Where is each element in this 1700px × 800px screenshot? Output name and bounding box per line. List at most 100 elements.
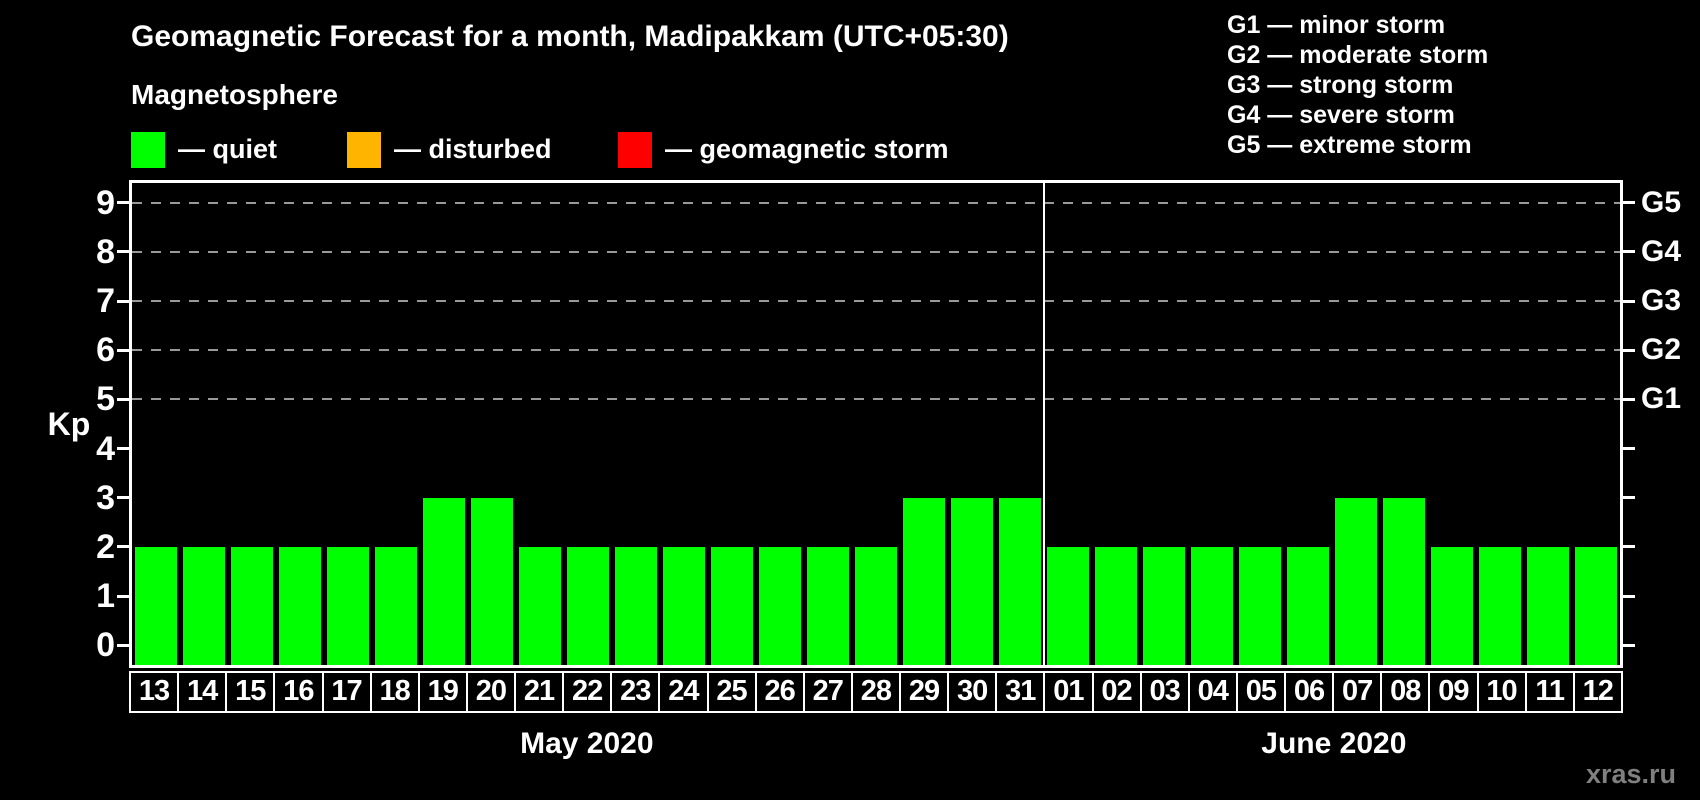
- y-axis-label-5: 5: [96, 380, 115, 419]
- g-axis-label-g4: G4: [1641, 234, 1682, 268]
- legend-label-quiet: — quiet: [178, 134, 277, 164]
- kp-bar-day-12: [1575, 546, 1617, 665]
- month-label-left: May 2020: [520, 727, 654, 760]
- kp-bar-day-19: [423, 497, 465, 665]
- right-tick-1: [1623, 594, 1635, 598]
- day-label-23: 23: [610, 671, 661, 713]
- day-label-10: 10: [1476, 671, 1527, 713]
- geomagnetic-storm-swatch-icon: [618, 132, 652, 168]
- left-tick-8: [117, 250, 129, 254]
- kp-bar-day-29: [903, 497, 945, 665]
- kp-bar-day-16: [279, 546, 321, 665]
- kp-bar-day-15: [231, 546, 273, 665]
- legend-label-geomagnetic-storm: — geomagnetic storm: [665, 134, 949, 164]
- day-label-16: 16: [273, 671, 324, 713]
- gridline-kp6: [132, 349, 1620, 352]
- storm-scale-line-g5: G5 — extreme storm: [1227, 131, 1472, 159]
- kp-bar-day-30: [951, 497, 993, 665]
- y-axis-label-2: 2: [96, 527, 115, 566]
- y-axis-label-4: 4: [96, 429, 115, 468]
- kp-bar-day-13: [135, 546, 177, 665]
- day-label-27: 27: [802, 671, 853, 713]
- month-separator: [1042, 183, 1046, 665]
- kp-bar-day-04: [1191, 546, 1233, 665]
- kp-bar-day-23: [615, 546, 657, 665]
- kp-bar-day-02: [1095, 546, 1137, 665]
- month-label-right: June 2020: [1261, 727, 1407, 760]
- day-label-09: 09: [1428, 671, 1479, 713]
- day-label-06: 06: [1284, 671, 1335, 713]
- kp-bar-day-11: [1527, 546, 1569, 665]
- right-tick-8: [1623, 250, 1635, 254]
- right-tick-4: [1623, 447, 1635, 451]
- right-tick-7: [1623, 299, 1635, 303]
- g-axis-label-g3: G3: [1641, 284, 1682, 318]
- kp-bar-day-10: [1479, 546, 1521, 665]
- y-axis-label-1: 1: [96, 577, 115, 616]
- y-axis-label-8: 8: [96, 232, 115, 271]
- gridline-kp9: [132, 201, 1620, 204]
- day-label-29: 29: [899, 671, 950, 713]
- kp-bar-day-24: [663, 546, 705, 665]
- right-tick-0: [1623, 643, 1635, 647]
- kp-bar-day-03: [1143, 546, 1185, 665]
- kp-bar-day-09: [1431, 546, 1473, 665]
- kp-bar-day-31: [999, 497, 1041, 665]
- day-axis: 13 14 15 16 17 18 19 20 21 22 23 24 25 26 27 28 29 30 31 01…: [129, 671, 1623, 713]
- kp-bar-day-01: [1047, 546, 1089, 665]
- kp-bar-day-28: [855, 546, 897, 665]
- day-label-13: 13: [129, 671, 180, 713]
- kp-bar-day-20: [471, 497, 513, 665]
- right-tick-6: [1623, 348, 1635, 352]
- y-axis-label-9: 9: [96, 183, 115, 222]
- storm-scale-line-g2: G2 — moderate storm: [1227, 41, 1489, 69]
- right-tick-9: [1623, 201, 1635, 205]
- day-label-03: 03: [1139, 671, 1190, 713]
- magnetosphere-label: Magnetosphere: [131, 79, 338, 110]
- day-label-11: 11: [1524, 671, 1575, 713]
- kp-bar-day-27: [807, 546, 849, 665]
- y-axis-label-3: 3: [96, 478, 115, 517]
- kp-bar-day-25: [711, 546, 753, 665]
- day-label-20: 20: [465, 671, 516, 713]
- storm-scale-legend: G1 — minor storm G2 — moderate storm G3 — …: [1227, 10, 1488, 160]
- left-tick-2: [117, 545, 129, 549]
- gridline-kp5: [132, 398, 1620, 401]
- day-label-14: 14: [177, 671, 228, 713]
- right-tick-3: [1623, 496, 1635, 500]
- day-label-17: 17: [321, 671, 372, 713]
- day-label-08: 08: [1380, 671, 1431, 713]
- right-tick-5: [1623, 397, 1635, 401]
- day-label-12: 12: [1572, 671, 1623, 713]
- g-axis-label-g1: G1: [1641, 382, 1682, 416]
- right-tick-2: [1623, 545, 1635, 549]
- left-tick-1: [117, 594, 129, 598]
- day-label-01: 01: [1043, 671, 1094, 713]
- storm-scale-line-g3: G3 — strong storm: [1227, 71, 1454, 99]
- kp-bar-day-06: [1287, 546, 1329, 665]
- left-tick-4: [117, 447, 129, 451]
- legend-label-disturbed: — disturbed: [394, 134, 552, 164]
- day-label-07: 07: [1332, 671, 1383, 713]
- kp-bar-day-14: [183, 546, 225, 665]
- left-tick-9: [117, 201, 129, 205]
- watermark: xras.ru: [1585, 759, 1676, 789]
- kp-bar-day-21: [519, 546, 561, 665]
- gridline-kp7: [132, 300, 1620, 303]
- kp-bar-day-07: [1335, 497, 1377, 665]
- left-tick-0: [117, 643, 129, 647]
- left-tick-5: [117, 397, 129, 401]
- day-label-24: 24: [658, 671, 709, 713]
- day-label-22: 22: [562, 671, 613, 713]
- kp-bar-day-05: [1239, 546, 1281, 665]
- gridline-kp8: [132, 250, 1620, 253]
- y-axis-label-7: 7: [96, 282, 115, 321]
- plot-area: [129, 180, 1623, 668]
- left-tick-6: [117, 348, 129, 352]
- storm-scale-line-g1: G1 — minor storm: [1227, 11, 1446, 39]
- day-label-05: 05: [1235, 671, 1286, 713]
- day-label-30: 30: [947, 671, 998, 713]
- kp-axis-title: Kp: [47, 406, 91, 442]
- day-label-28: 28: [850, 671, 901, 713]
